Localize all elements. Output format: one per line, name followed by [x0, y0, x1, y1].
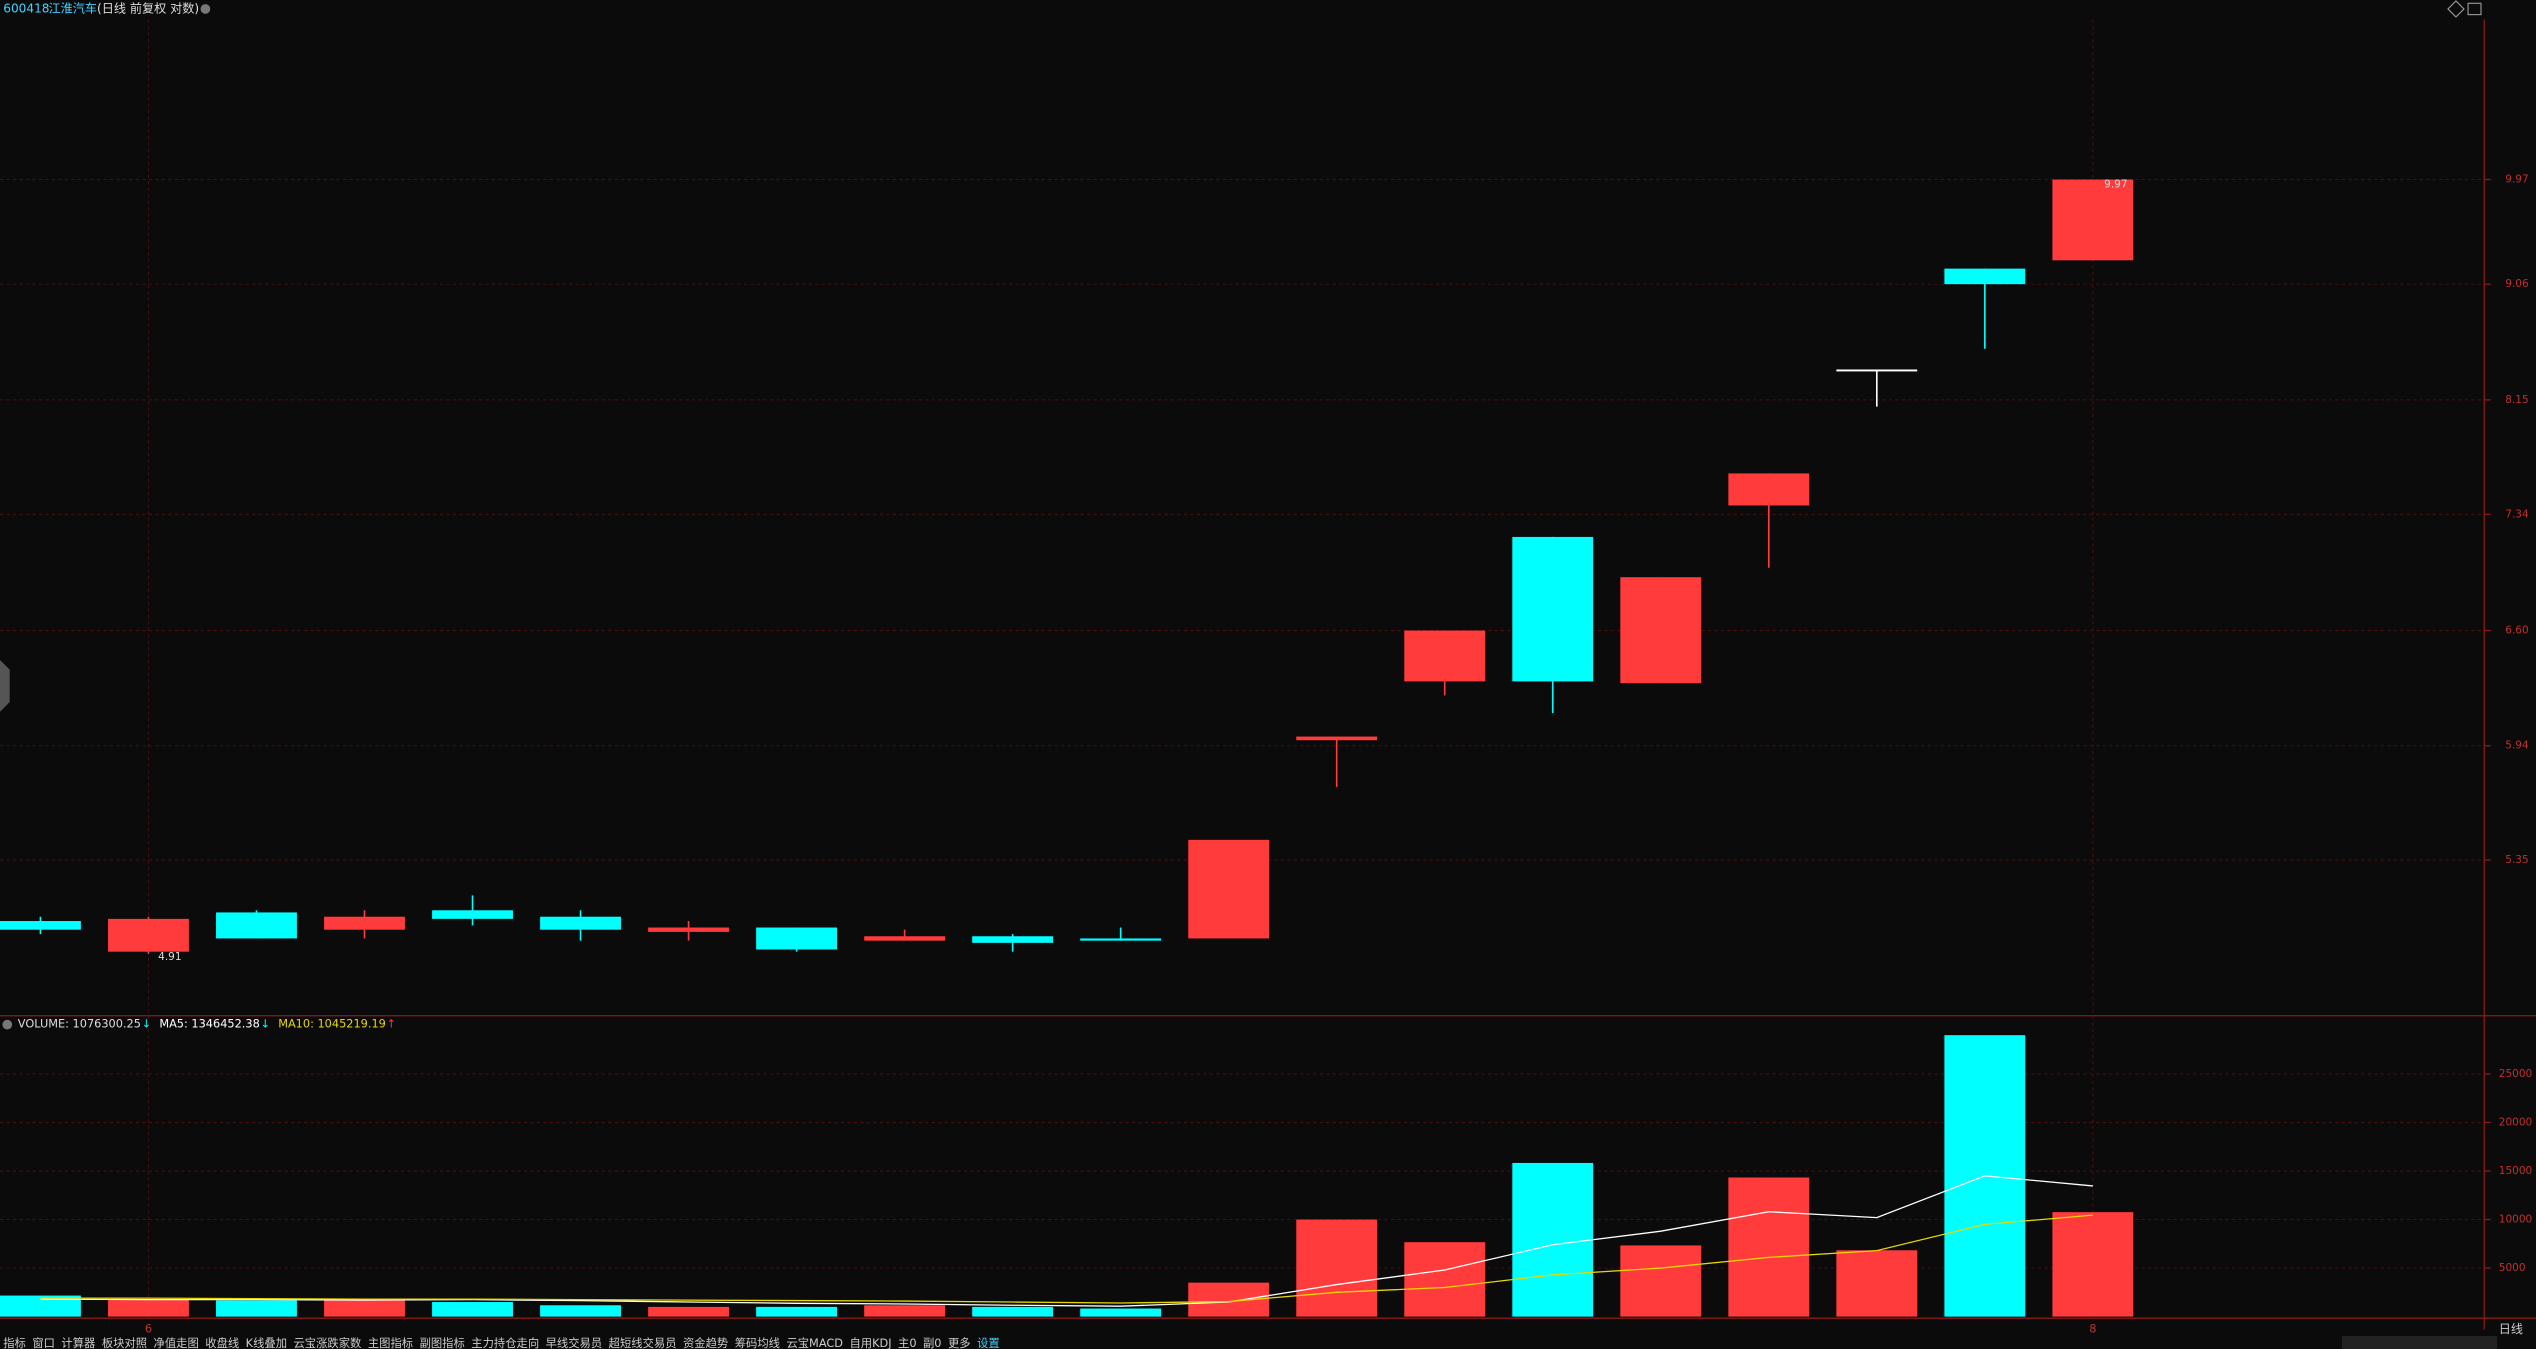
candle-body [756, 927, 838, 950]
side-toggle[interactable] [0, 659, 10, 712]
y-tick-label: 5000 [2499, 1262, 2526, 1274]
candle-body [1512, 536, 1594, 682]
legend-trend: ↓ [142, 1017, 151, 1031]
legend-trend: ↑ [387, 1017, 396, 1031]
toolbar-item[interactable]: 副图指标 [420, 1336, 465, 1349]
volume-settings-icon[interactable] [2, 1019, 13, 1030]
volume-bar [1296, 1219, 1378, 1317]
volume-bar [1728, 1177, 1810, 1317]
toolbar-item[interactable]: 主力持仓走向 [471, 1336, 539, 1349]
stock-code: 600418 [3, 1, 49, 15]
window-icon[interactable] [2447, 0, 2465, 18]
ma-line [40, 1214, 2093, 1304]
candle-body [1188, 839, 1270, 939]
volume-bar [864, 1305, 946, 1317]
candle-body [432, 910, 513, 919]
volume-bar [1836, 1250, 1918, 1317]
legend-entry: MA10: 1045219.19 [278, 1017, 386, 1031]
toolbar-item[interactable]: 净值走图 [154, 1336, 199, 1349]
volume-bar [216, 1300, 297, 1317]
window-icon[interactable] [2467, 2, 2482, 16]
toolbar-item[interactable]: 主0 [898, 1336, 917, 1349]
candle-body [972, 936, 1054, 943]
y-tick-label: 5.94 [2505, 740, 2529, 752]
candle-body [1296, 736, 1378, 741]
high-marker: 9.97 [2104, 178, 2127, 190]
toolbar-item[interactable]: 超短线交易员 [609, 1336, 677, 1349]
ma-line [40, 1175, 2093, 1307]
x-tick-label: 8 [2089, 1322, 2096, 1336]
candle-body [864, 936, 946, 941]
volume-bar [108, 1298, 189, 1317]
candle-body [216, 912, 297, 939]
x-tick-label: 6 [145, 1322, 152, 1336]
toolbar-item[interactable]: 资金趋势 [683, 1336, 728, 1349]
toolbar-item[interactable]: 副0 [923, 1336, 942, 1349]
volume-bar [1404, 1242, 1486, 1317]
toolbar-item[interactable]: 云宝涨跌家数 [294, 1336, 362, 1349]
candle-body [2052, 179, 2134, 261]
candle-body [1836, 369, 1918, 372]
y-tick-label: 9.06 [2505, 278, 2529, 290]
candle-body [1404, 630, 1486, 682]
low-marker: 4.91 [158, 951, 181, 963]
y-tick-label: 9.97 [2505, 174, 2528, 186]
toolbar-item[interactable]: 计算器 [61, 1336, 95, 1349]
legend-entry: VOLUME: 1076300.25 [18, 1017, 141, 1031]
volume-bar [324, 1300, 405, 1317]
toolbar-item[interactable]: 更多 [948, 1336, 971, 1349]
y-tick-label: 5.35 [2505, 854, 2528, 866]
y-tick-label: 10000 [2499, 1214, 2532, 1226]
y-tick-label: 6.60 [2505, 625, 2528, 637]
chart-mode: (日线 前复权 对数) [97, 0, 199, 15]
volume-bar [2052, 1212, 2134, 1317]
volume-bar [1080, 1308, 1162, 1317]
y-tick-label: 25000 [2499, 1068, 2532, 1080]
stock-name: 江淮汽车 [49, 0, 98, 15]
toolbar-item[interactable]: 指标 [3, 1336, 26, 1349]
volume-bar [540, 1305, 621, 1317]
volume-bar [972, 1306, 1054, 1317]
toolbar-item[interactable]: 自用KDJ [849, 1336, 891, 1349]
y-tick-label: 20000 [2499, 1117, 2532, 1129]
toolbar-item[interactable]: 主图指标 [368, 1336, 413, 1349]
candle-body [1944, 268, 2026, 285]
legend-entry: MA5: 1346452.38 [159, 1017, 259, 1031]
candle-body [0, 921, 81, 930]
volume-bar [1620, 1245, 1702, 1317]
toolbar-item[interactable]: K线叠加 [246, 1336, 287, 1349]
toolbar-item[interactable]: 板块对照 [102, 1336, 147, 1349]
scrollbar[interactable] [2341, 1335, 2498, 1349]
y-tick-label: 8.15 [2505, 394, 2528, 406]
volume-bar [648, 1306, 729, 1317]
toolbar-item[interactable]: 设置 [977, 1336, 1000, 1349]
candle-body [648, 927, 729, 932]
toolbar-item[interactable]: 云宝MACD [786, 1336, 843, 1349]
settings-icon[interactable] [200, 4, 211, 14]
toolbar-item[interactable]: 筹码均线 [735, 1336, 780, 1349]
candle-body [540, 916, 621, 930]
y-tick-label: 15000 [2499, 1165, 2532, 1177]
volume-bar [756, 1306, 838, 1317]
volume-bar [0, 1295, 81, 1317]
toolbar-item[interactable]: 早线交易员 [546, 1336, 603, 1349]
period-label[interactable]: 日线 [2499, 1322, 2523, 1336]
y-tick-label: 7.34 [2505, 508, 2529, 520]
candle-body [324, 916, 405, 930]
volume-bar [1512, 1162, 1594, 1317]
toolbar-item[interactable]: 窗口 [32, 1336, 55, 1349]
candle-body [1080, 938, 1162, 941]
candle-body [108, 918, 189, 952]
toolbar-item[interactable]: 收盘线 [205, 1336, 239, 1349]
legend-trend: ↓ [261, 1017, 270, 1031]
volume-bar [432, 1302, 513, 1317]
candle-body [1728, 473, 1810, 506]
candle-body [1620, 577, 1702, 684]
